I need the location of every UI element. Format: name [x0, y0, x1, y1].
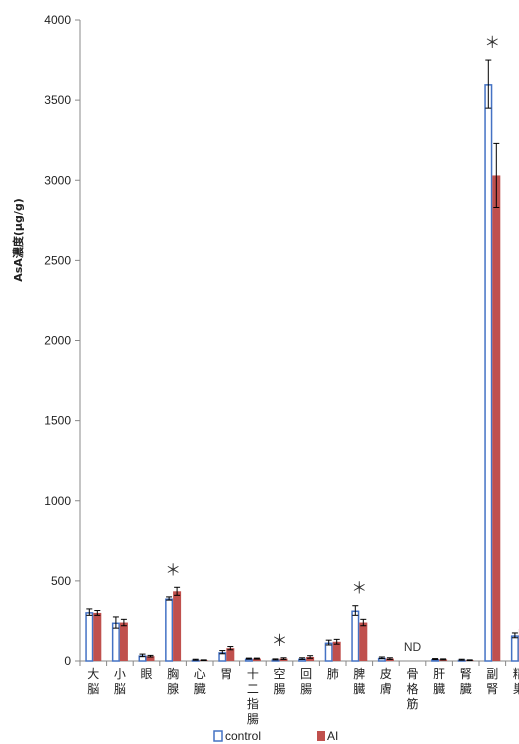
x-tick-label: 副腎 [486, 667, 498, 696]
x-tick-label: 胃 [220, 667, 232, 681]
bar-control-15 [484, 84, 493, 662]
x-tick-label: 心臓 [194, 667, 206, 696]
x-tick-label: 皮膚 [380, 667, 392, 696]
x-tick-label: 脾臓 [353, 666, 365, 696]
bar-control-9 [324, 642, 333, 662]
legend: control AI [213, 729, 338, 743]
bar-ai-10 [359, 622, 368, 661]
legend-swatch-control [213, 730, 223, 742]
significance-asterisk: ＊ [165, 560, 181, 579]
y-tick-label: 500 [51, 574, 71, 588]
annotations: ＊ ＊ ＊ ND ＊ [165, 33, 500, 654]
y-tick-label: 2000 [44, 334, 71, 348]
x-tick-label: 眼 [140, 667, 152, 681]
legend-label-control: control [225, 729, 261, 743]
x-tick-label: 十二指腸 [247, 667, 259, 726]
significance-asterisk: ＊ [271, 631, 287, 650]
y-tick-label: 0 [64, 654, 71, 668]
y-tick-label: 4000 [44, 13, 71, 27]
bar-ai-0 [93, 612, 102, 661]
bar-ai-6 [252, 658, 261, 661]
x-tick-label: 空腸 [273, 667, 285, 696]
x-tick-label: 肝臓 [433, 667, 445, 696]
y-tick-label: 3500 [44, 93, 71, 107]
nd-annotation: ND [404, 640, 422, 654]
x-tick-label: 回腸 [300, 667, 312, 696]
x-tick-label: 小脳 [114, 667, 126, 696]
legend-swatch-ai [317, 731, 325, 741]
axes [75, 19, 519, 666]
bar-control-16 [510, 635, 519, 662]
bar-control-0 [85, 612, 94, 662]
bars [85, 59, 519, 662]
x-tick-label: 肺 [327, 667, 339, 681]
bar-control-1 [111, 622, 120, 662]
y-axis-label: AsA濃度(μg/g) [11, 198, 25, 282]
legend-label-ai: AI [327, 729, 338, 743]
bar-ai-3 [173, 591, 182, 661]
y-tick-label: 2500 [44, 253, 71, 267]
significance-asterisk: ＊ [484, 33, 500, 52]
bar-ai-1 [119, 622, 128, 661]
significance-asterisk: ＊ [351, 579, 367, 598]
x-tick-label: 精巣 [513, 667, 519, 696]
y-tick-label: 3000 [44, 173, 71, 187]
bar-ai-15 [492, 175, 501, 661]
y-tick-label: 1500 [44, 414, 71, 428]
y-tick-labels: 0 500 1000 1500 2000 2500 3000 3500 4000 [44, 13, 71, 668]
bar-ai-2 [146, 656, 155, 661]
y-tick-label: 1000 [44, 494, 71, 508]
bar-control-10 [351, 610, 360, 662]
x-tick-label: 骨格筋 [406, 667, 418, 711]
x-tick-label: 腎臓 [460, 667, 472, 696]
bar-control-6 [244, 658, 253, 662]
bar-control-3 [165, 598, 174, 662]
bar-ai-9 [332, 641, 341, 661]
x-tick-label: 大脳 [87, 667, 99, 696]
x-tick-label: 胸腺 [167, 666, 179, 696]
bar-ai-5 [226, 648, 235, 661]
bar-ai-8 [306, 656, 315, 661]
